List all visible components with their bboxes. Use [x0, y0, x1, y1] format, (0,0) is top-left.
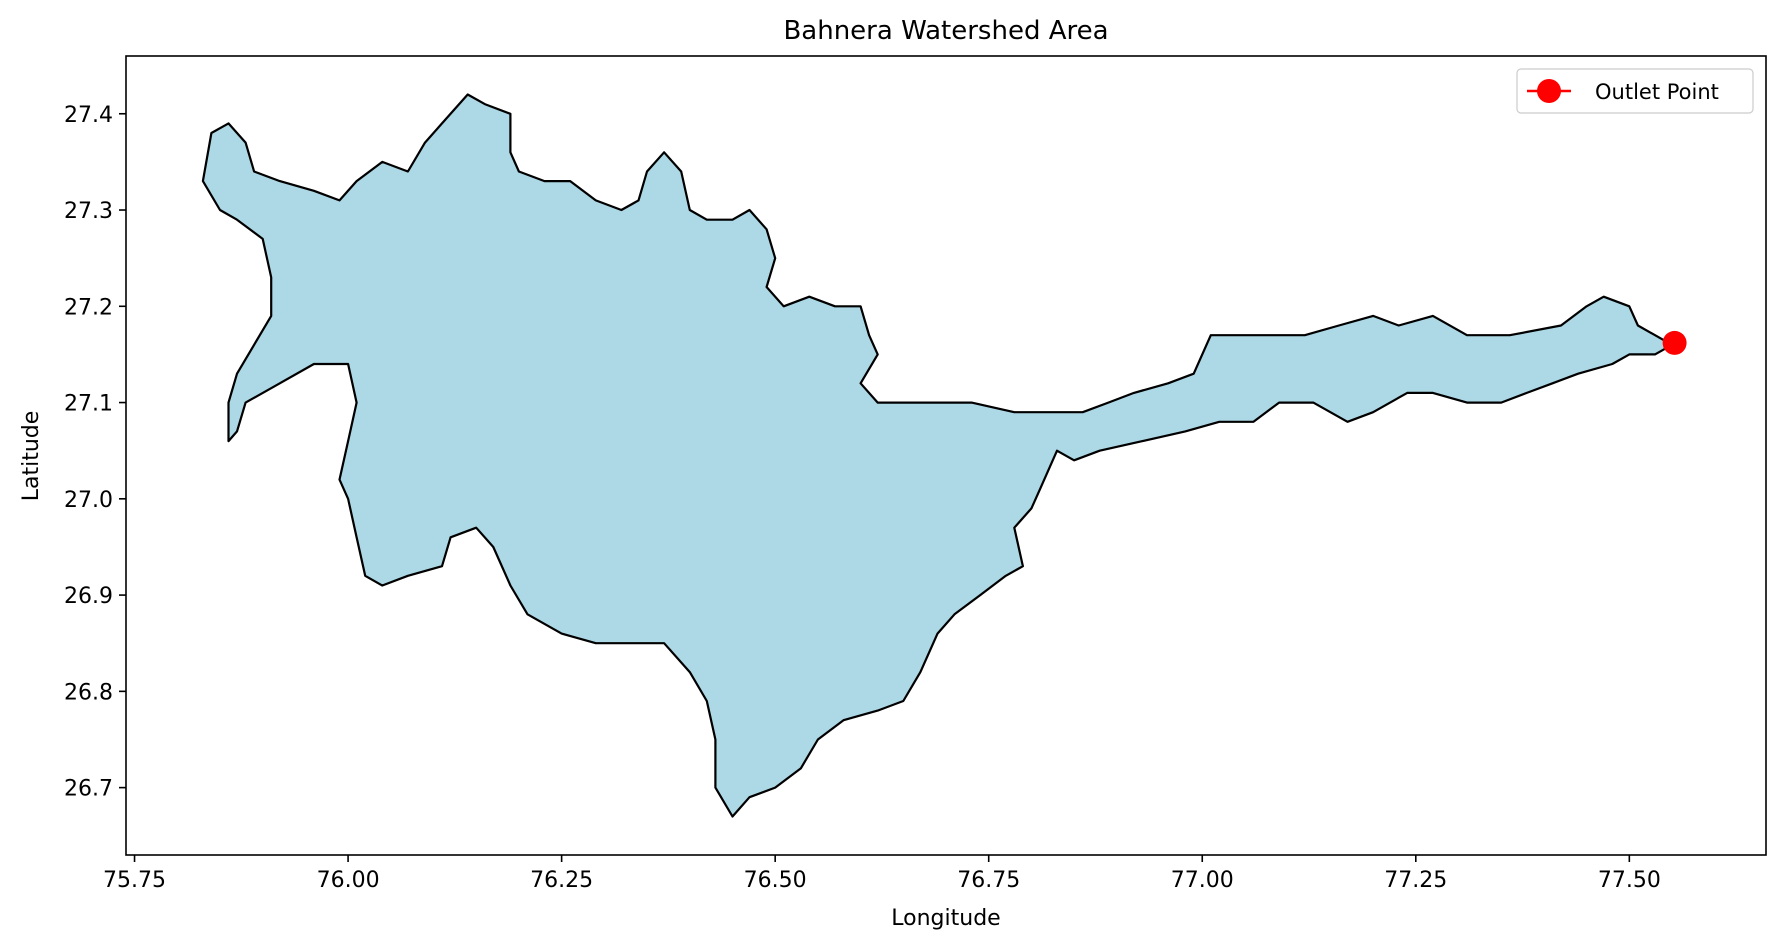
- y-axis-ticks: 26.7 26.8 26.9 27.0 27.1 27.2 27.3 27.4: [64, 103, 126, 802]
- x-axis-label: Longitude: [891, 906, 1000, 931]
- watershed-polygon: [201, 93, 1674, 818]
- y-tick-label: 27.3: [64, 199, 113, 224]
- chart-title: Bahnera Watershed Area: [783, 16, 1108, 46]
- plot-area: [125, 55, 1767, 856]
- x-tick-label: 77.50: [1598, 868, 1661, 893]
- legend-marker-sample: [1537, 79, 1561, 103]
- y-tick-label: 27.0: [64, 488, 113, 513]
- x-axis-ticks: 75.75 76.00 76.25 76.50 76.75 77.00 77.25 77.50: [103, 855, 1661, 893]
- y-tick-label: 26.9: [64, 584, 113, 609]
- x-tick-label: 76.50: [744, 868, 807, 893]
- y-tick-label: 27.2: [64, 295, 113, 320]
- y-tick-label: 26.7: [64, 777, 113, 802]
- y-tick-label: 27.4: [64, 103, 113, 128]
- y-tick-label: 26.8: [64, 680, 113, 705]
- y-tick-label: 27.1: [64, 392, 113, 417]
- axes-frame: [125, 55, 1767, 856]
- x-tick-label: 76.75: [957, 868, 1020, 893]
- outlet-point-marker: [1662, 330, 1687, 355]
- x-tick-label: 77.00: [1171, 868, 1234, 893]
- x-tick-label: 76.00: [317, 868, 380, 893]
- x-tick-label: 75.75: [103, 868, 166, 893]
- y-axis-label: Latitude: [19, 411, 44, 502]
- x-tick-label: 76.25: [530, 868, 593, 893]
- legend: Outlet Point: [1516, 68, 1754, 114]
- legend-box: [1516, 68, 1754, 114]
- x-tick-label: 77.25: [1384, 868, 1447, 893]
- legend-label: Outlet Point: [1595, 80, 1719, 104]
